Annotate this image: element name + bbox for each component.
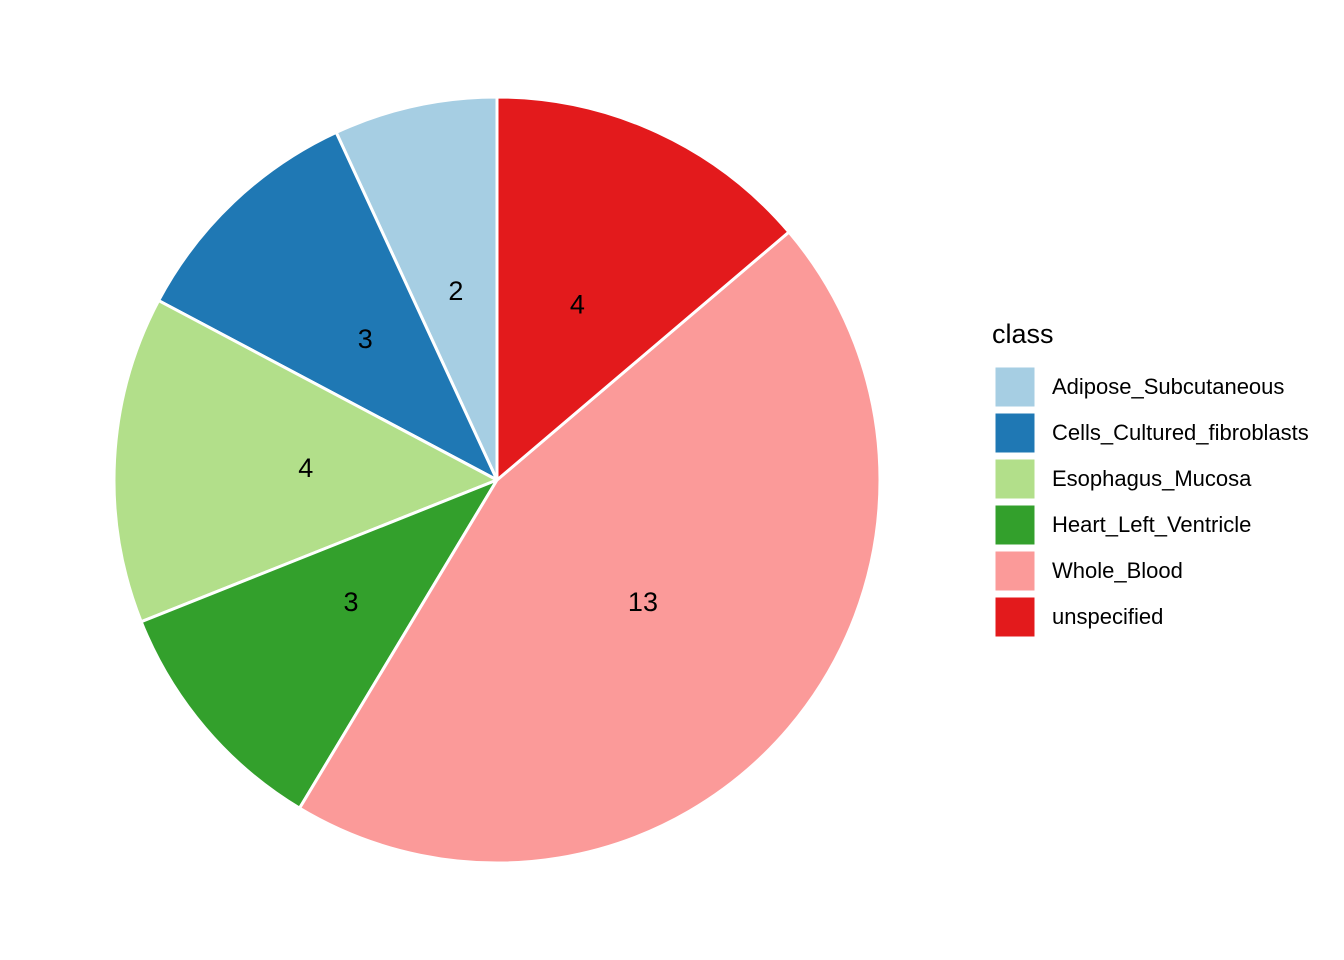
- legend-label: Heart_Left_Ventricle: [1052, 512, 1251, 537]
- slice-label: 4: [298, 453, 313, 483]
- pie-slice: [112, 298, 501, 624]
- legend-key: [994, 504, 1036, 546]
- slice-label: 2: [448, 276, 463, 306]
- slice-label: 3: [344, 587, 359, 617]
- pie-slice: [156, 130, 501, 484]
- legend-key: [994, 412, 1036, 454]
- slice-label: 4: [570, 289, 585, 319]
- slice-label: 3: [358, 324, 373, 354]
- pie-slice: [139, 476, 501, 811]
- legend-label: Whole_Blood: [1052, 558, 1183, 583]
- legend-label: Cells_Cultured_fibroblasts: [1052, 420, 1309, 445]
- pie-slice: [495, 95, 792, 484]
- legend-key: [994, 550, 1036, 592]
- legend-key: [994, 596, 1036, 638]
- legend-key: [994, 458, 1036, 500]
- slice-label: 13: [628, 587, 658, 617]
- pie-slice: [334, 95, 499, 481]
- pie-slice: [297, 229, 882, 865]
- legend-key: [994, 366, 1036, 408]
- legend-label: unspecified: [1052, 604, 1163, 629]
- legend-title: class: [992, 319, 1054, 349]
- legend-label: Esophagus_Mucosa: [1052, 466, 1252, 491]
- legend-label: Adipose_Subcutaneous: [1052, 374, 1284, 399]
